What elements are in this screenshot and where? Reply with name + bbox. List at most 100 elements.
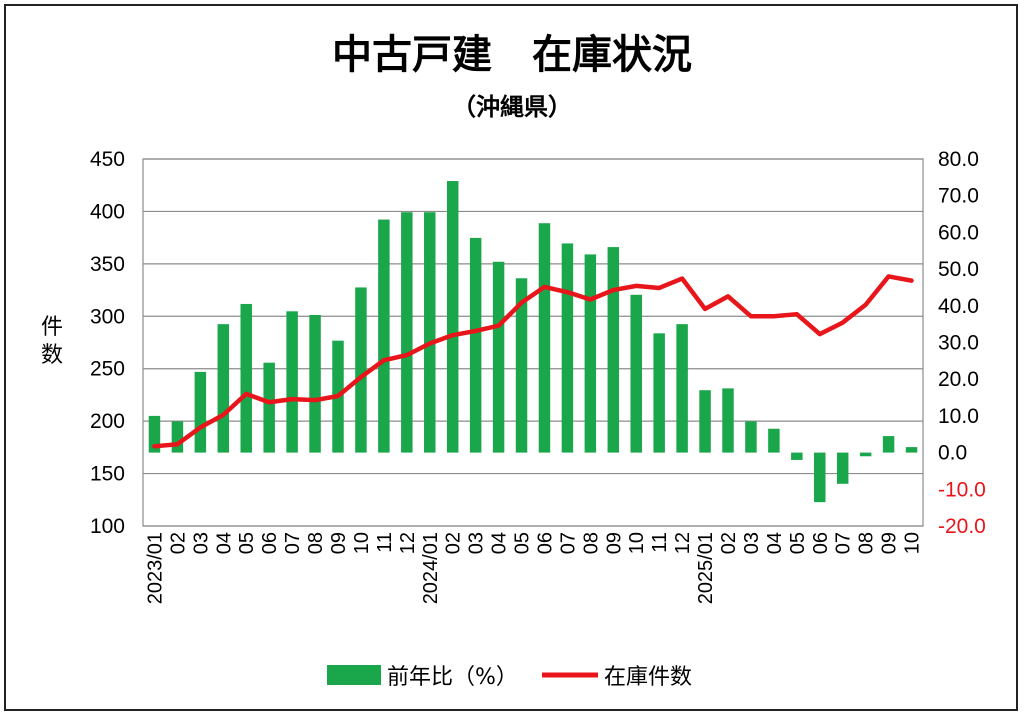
bar-02 [722,388,734,453]
bar-06 [814,452,826,503]
x-tick-label: 06 [534,532,556,554]
right-tick-label: 80.0 [938,148,979,171]
right-tick-label: 0.0 [938,442,967,465]
bar-04 [217,324,230,453]
x-tick-label: 2023/01 [144,532,166,604]
bar-08 [584,254,597,453]
right-tick-label: 10.0 [938,405,979,428]
line-series [152,274,914,449]
x-tick-label: 11 [374,532,396,553]
bar-08 [309,314,321,453]
right-tick-label: 40.0 [938,295,979,318]
bar-07 [836,452,849,484]
bar-10 [630,294,642,453]
bar-05 [515,278,528,453]
left-tick-label: 200 [90,410,125,433]
legend-bar-label: 前年比（%） [387,665,518,690]
bar-03 [194,371,207,453]
right-tick-label: 50.0 [938,258,979,281]
chart-title: 中古戸建 在庫状況 [332,32,692,78]
bar-04 [492,261,505,453]
bar-05 [791,452,803,460]
bar-11 [378,219,390,453]
left-tick-label: 450 [90,148,125,171]
bar-series [148,181,918,503]
x-tick-label: 08 [856,532,878,554]
x-tick-label: 02 [167,532,189,554]
grid-lines [143,158,923,527]
x-tick-label: 05 [236,532,258,554]
x-tick-label: 08 [305,532,327,554]
chart-frame [4,4,1018,711]
bar-04 [768,428,780,453]
left-tick-label: 150 [90,463,125,486]
x-tick-label: 06 [810,532,832,554]
bar-12 [401,212,413,453]
bar-05 [240,303,252,453]
left-tick-label: 400 [90,200,125,223]
x-tick-label: 07 [557,532,579,554]
x-tick-label: 09 [328,532,350,554]
x-tick-label: 07 [282,532,304,554]
chart-subtitle: （沖縄県） [452,93,572,121]
legend-bar-swatch [327,665,381,685]
x-axis-ticks: 2023/01 02 03 04 05 06 07 08 09 10 11 12 2024/01 02 03… [144,532,923,604]
y-axis-label-char: 数 [41,343,63,368]
bar-03 [745,421,757,453]
x-tick-label: 12 [397,532,419,554]
left-tick-label: 300 [90,305,125,328]
plot-area-border [142,158,924,527]
x-tick-label: 09 [879,532,901,554]
x-tick-label: 10 [902,532,924,554]
y-axis-label-char: 件 [41,315,63,340]
x-tick-label: 2025/01 [695,532,717,604]
y-axis-label: 件数 [41,315,63,368]
bar-09 [607,247,620,453]
x-tick-label: 03 [466,532,488,554]
x-tick-label: 05 [787,532,809,554]
x-tick-label: 10 [351,532,373,554]
x-tick-label: 11 [649,532,671,553]
x-tick-label: 09 [603,532,625,554]
left-axis-ticks: 100 150 200 250 300 350 400 450 [90,148,125,538]
right-tick-label: -10.0 [938,478,986,501]
bar-02 [171,421,184,453]
right-tick-label: 60.0 [938,221,979,244]
x-tick-label: 04 [764,532,786,554]
bar-2024-01 [424,212,436,453]
left-tick-label: 350 [90,253,125,276]
x-tick-label: 06 [259,532,281,554]
x-tick-label: 04 [213,532,235,554]
inventory-line [152,274,914,449]
bar-10 [905,447,918,453]
bar-03 [469,237,482,453]
x-tick-label: 03 [190,532,212,554]
x-tick-label: 02 [718,532,740,554]
bar-11 [653,333,665,453]
x-tick-label: 05 [512,532,534,554]
bar-10 [355,287,367,453]
x-tick-label: 12 [672,532,694,554]
bar-07 [561,243,574,453]
x-tick-label: 04 [489,532,511,554]
bar-06 [263,362,275,453]
right-tick-label: -20.0 [938,515,986,538]
bar-08 [859,452,872,457]
left-tick-label: 250 [90,358,125,381]
left-tick-label: 100 [90,515,125,538]
x-tick-label: 02 [443,532,465,554]
bar-07 [286,311,298,453]
bar-2023-01 [148,415,161,453]
x-tick-label: 08 [580,532,602,554]
bar-06 [538,223,551,453]
x-tick-label: 03 [741,532,763,554]
right-axis-ticks: -20.0 -10.0 0.0 10.0 20.0 30.0 40.0 50.0 60.0 70.… [938,148,986,538]
bar-2025-01 [699,390,711,453]
x-tick-label: 10 [626,532,648,554]
bar-02 [446,181,459,453]
legend-line-label: 在庫件数 [604,665,692,690]
bar-12 [676,324,688,453]
legend: 前年比（%） 在庫件数 [327,665,692,690]
right-tick-label: 20.0 [938,368,979,391]
